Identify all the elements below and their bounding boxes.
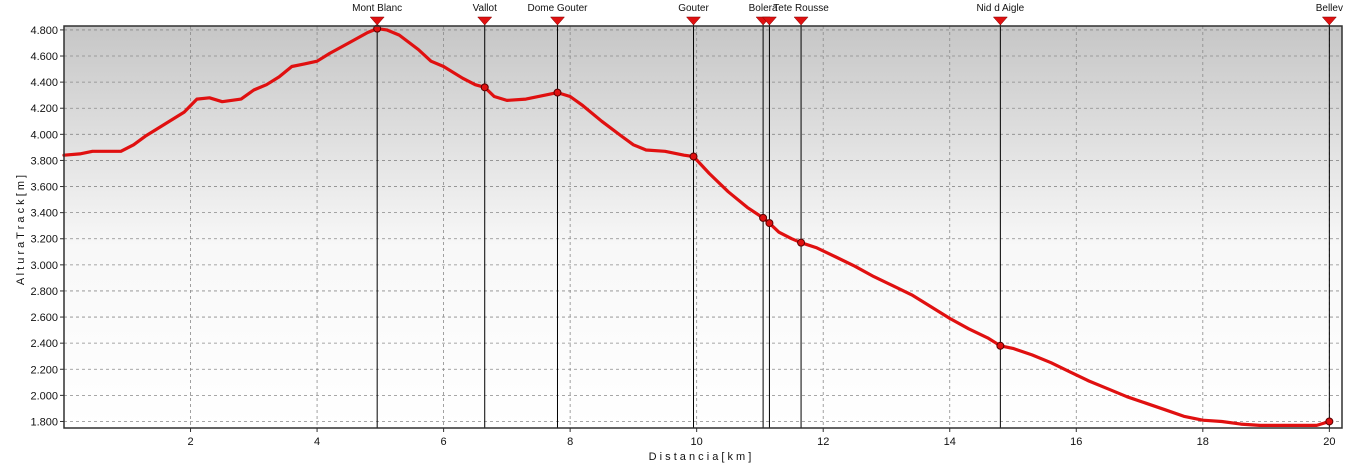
y-tick-label: 1.800 <box>30 416 58 428</box>
y-tick-label: 3.400 <box>30 208 58 220</box>
waypoint-triangle-marker <box>685 16 702 26</box>
x-tick-label: 2 <box>187 436 193 448</box>
y-tick-label: 2.000 <box>30 390 58 402</box>
waypoint-markers <box>369 16 1337 426</box>
y-tick-label: 2.400 <box>30 338 58 350</box>
y-tick-label: 3.600 <box>30 182 58 194</box>
y-tick-label: 4.000 <box>30 129 58 141</box>
y-tick-label: 4.200 <box>30 103 58 115</box>
x-tick-label: 16 <box>1070 436 1082 448</box>
waypoint-point <box>689 152 698 161</box>
waypoint-point <box>797 238 806 247</box>
y-tick-label: 4.800 <box>30 25 58 37</box>
waypoint-lines <box>376 20 1330 428</box>
waypoint-label: Gouter <box>678 3 709 14</box>
waypoint-triangle-marker <box>549 16 566 26</box>
waypoint-label: Bolera <box>749 3 778 14</box>
grid <box>64 26 1342 428</box>
waypoint-label: Dome Gouter <box>527 3 588 14</box>
plot-background <box>64 26 1342 428</box>
y-tick-label: 3.000 <box>30 260 58 272</box>
waypoint-point <box>1325 417 1334 426</box>
y-tick-label: 3.800 <box>30 155 58 167</box>
x-tick-label: 12 <box>817 436 829 448</box>
y-tick-label: 2.200 <box>30 364 58 376</box>
waypoint-label: Bellev <box>1316 3 1343 14</box>
waypoint-point <box>759 213 768 222</box>
x-tick-label: 20 <box>1323 436 1335 448</box>
waypoint-label: Vallot <box>473 3 497 14</box>
plot-border <box>63 25 1343 429</box>
waypoint-triangle-marker <box>369 16 385 26</box>
waypoint-triangle-marker <box>793 16 809 26</box>
x-tick-label: 8 <box>567 436 573 448</box>
waypoint-point <box>765 219 774 228</box>
x-tick-label: 10 <box>691 436 703 448</box>
x-tick-label: 6 <box>441 436 447 448</box>
waypoint-point <box>996 341 1005 350</box>
waypoint-label: Mont Blanc <box>352 3 402 14</box>
waypoint-point <box>373 24 382 33</box>
waypoint-labels: Mont Blanc Vallot Dome Gouter Gouter BoleraT… <box>352 3 1343 14</box>
elevation-line <box>62 27 1331 427</box>
waypoint-point <box>480 83 489 92</box>
x-axis-title: D i s t a n c i a [ k m ] <box>649 451 752 463</box>
x-axis-ticks: 2 4 6 8 10 12 14 16 18 20 <box>187 428 1335 448</box>
x-tick-label: 18 <box>1197 436 1209 448</box>
waypoint-label: Nid d Aigle <box>976 3 1024 14</box>
y-tick-label: 4.600 <box>30 51 58 63</box>
y-tick-label: 2.600 <box>30 312 58 324</box>
x-tick-label: 14 <box>944 436 956 448</box>
x-tick-label: 4 <box>314 436 320 448</box>
waypoint-label: Tete Rousse <box>773 3 829 14</box>
waypoint-triangle-marker <box>761 16 777 26</box>
waypoint-triangle-marker <box>992 16 1008 26</box>
y-tick-label: 3.200 <box>30 234 58 246</box>
y-axis-title: A l t u r a T r a c k [ m ] <box>15 175 27 285</box>
y-tick-label: 4.400 <box>30 77 58 89</box>
series <box>62 27 1331 427</box>
waypoint-triangle-marker <box>477 16 493 26</box>
waypoint-triangle-marker <box>1321 16 1337 26</box>
y-axis-ticks: 1.800 2.000 2.200 2.400 2.600 2.800 3.000 3.200… <box>30 25 64 428</box>
waypoint-point <box>553 88 562 97</box>
y-tick-label: 2.800 <box>30 286 58 298</box>
